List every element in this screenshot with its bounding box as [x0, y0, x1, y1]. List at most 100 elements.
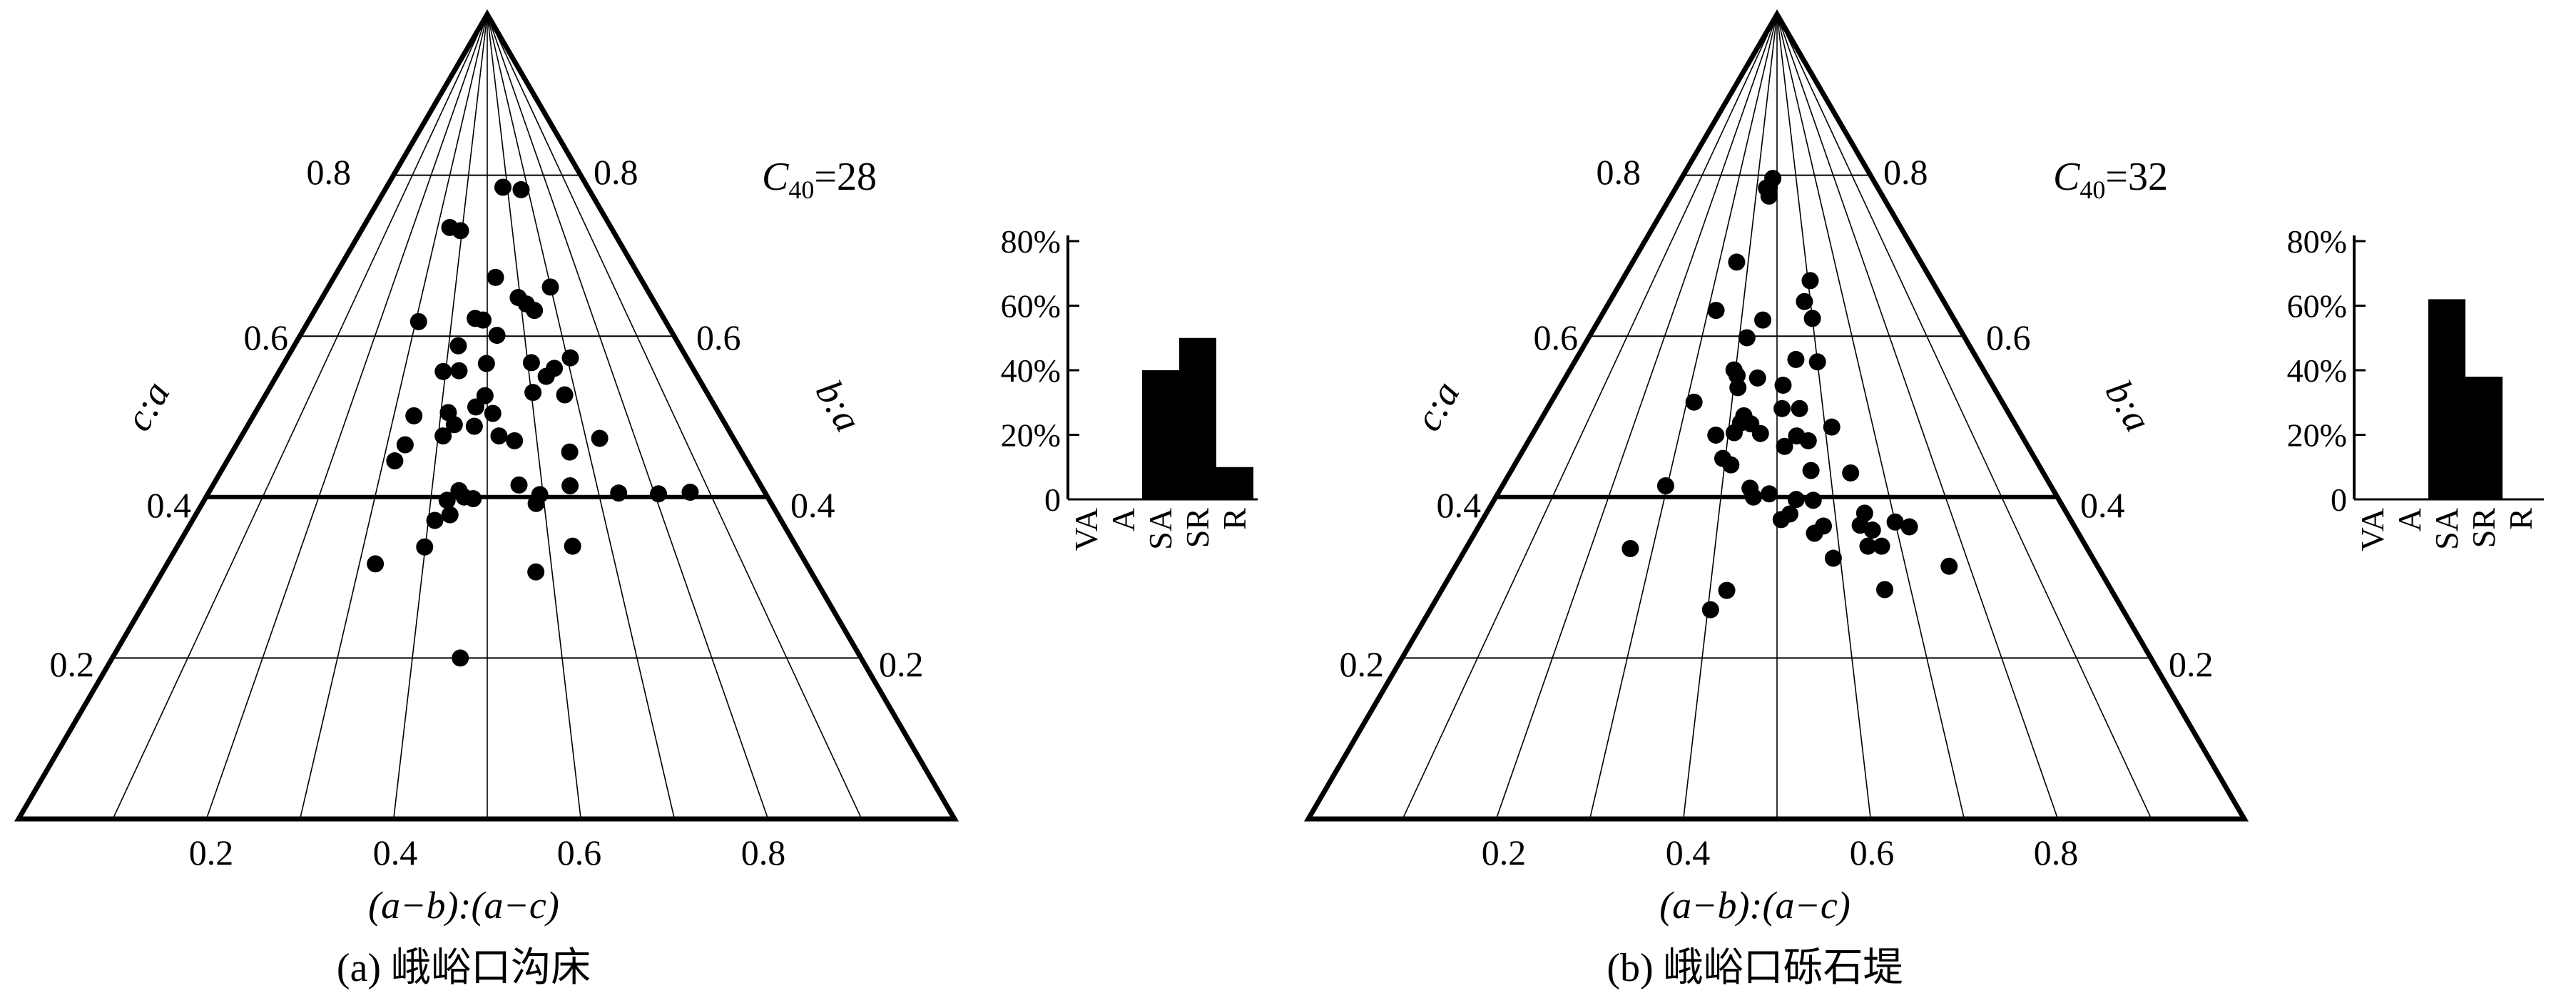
- bottom-tick-0.4: 0.4: [373, 833, 418, 872]
- bar-y-tick-label-60: 60%: [2287, 288, 2347, 325]
- level-label-left-0.6: 0.6: [244, 317, 289, 357]
- radial-line-0.3: [299, 14, 488, 820]
- bar-x-label-SR: SR: [2465, 508, 2502, 549]
- data-point-9: [386, 452, 404, 470]
- bar-y-tick-label-0: 0: [2331, 482, 2347, 518]
- radial-line-0.1: [112, 14, 488, 820]
- bottom-tick-0.4: 0.4: [1666, 833, 1711, 872]
- radial-line-0.7: [1776, 14, 1965, 820]
- data-point-0: [1701, 601, 1719, 618]
- data-point-12: [434, 427, 452, 445]
- right-axis-label: b:a: [2097, 373, 2160, 439]
- data-point-28: [506, 432, 524, 449]
- ternary-points-b: [1622, 170, 1958, 618]
- right-axis-label: b:a: [808, 373, 870, 439]
- data-point-34: [561, 477, 579, 495]
- data-point-24: [441, 218, 459, 236]
- bar-y-tick-label-60: 60%: [1001, 288, 1061, 325]
- bar-x-label-R: R: [1216, 508, 1253, 530]
- data-point-45: [1787, 491, 1805, 509]
- data-point-56: [1886, 513, 1904, 531]
- bar-x-label-VA: VA: [2354, 508, 2391, 551]
- level-label-left-0.8: 0.8: [307, 152, 352, 192]
- annotation-prefix: C: [2053, 155, 2080, 199]
- data-point-52: [487, 268, 504, 286]
- ternary-outline: [1303, 9, 2249, 822]
- bar-y-tick-label-0: 0: [1044, 482, 1061, 518]
- data-point-28: [1773, 399, 1791, 417]
- bar-x-label-A: A: [1105, 508, 1141, 531]
- data-point-6: [438, 492, 456, 509]
- data-point-51: [541, 278, 559, 296]
- data-point-38: [524, 384, 542, 402]
- radial-line-0.1: [1402, 14, 1778, 820]
- data-point-18: [434, 362, 452, 380]
- level-label-right-0.8: 0.8: [1883, 152, 1928, 192]
- bar-x-label-SA: SA: [1142, 508, 1178, 550]
- data-point-2: [416, 538, 434, 556]
- bar-SA: [2428, 299, 2465, 499]
- data-point-47: [1761, 485, 1778, 503]
- data-point-53: [1876, 581, 1894, 599]
- level-label-left-0.2: 0.2: [1340, 644, 1385, 684]
- bar-x-label-VA: VA: [1068, 508, 1104, 551]
- data-point-43: [591, 429, 609, 447]
- data-point-36: [556, 386, 574, 404]
- data-point-40: [1842, 464, 1860, 482]
- level-label-right-0.8: 0.8: [594, 152, 638, 192]
- histogram-b: 0 20% 40% 60% 80% VA A SA SR R: [2287, 223, 2544, 551]
- data-point-15: [465, 417, 483, 435]
- level-label-left-0.6: 0.6: [1534, 317, 1579, 357]
- annotation-c40: C40=28: [762, 155, 877, 204]
- left-axis-label: c:a: [116, 374, 178, 438]
- data-point-54: [484, 404, 502, 422]
- bar-x-label-R: R: [2503, 508, 2539, 530]
- bar-y-tick-label-40: 40%: [1001, 352, 1061, 389]
- radial-line-0.8: [1776, 14, 2059, 820]
- data-point-4: [1685, 393, 1703, 411]
- data-point-8: [1707, 426, 1725, 444]
- data-point-54: [1824, 549, 1842, 567]
- annotation-prefix: C: [762, 155, 789, 199]
- bar-SA: [1142, 370, 1179, 499]
- ternary-grid-a: [112, 14, 862, 820]
- data-point-29: [510, 476, 528, 494]
- data-point-18: [1748, 369, 1766, 387]
- level-label-left-0.4: 0.4: [1437, 485, 1482, 525]
- data-point-24: [1760, 187, 1778, 205]
- data-point-19: [1754, 311, 1772, 329]
- data-point-20: [449, 337, 467, 355]
- radial-line-0.9: [1776, 14, 2152, 820]
- data-point-5: [1707, 302, 1725, 320]
- data-point-49: [494, 178, 512, 196]
- data-point-29: [1776, 437, 1793, 455]
- radial-line-0.4: [393, 14, 488, 820]
- bottom-tick-0.2: 0.2: [189, 833, 234, 872]
- left-axis-label: c:a: [1406, 374, 1467, 438]
- ternary-grid-b: [1402, 14, 2152, 820]
- data-point-41: [546, 360, 564, 377]
- data-point-51: [1855, 504, 1873, 522]
- data-point-38: [1801, 272, 1819, 290]
- data-point-23: [1764, 170, 1782, 188]
- data-point-0: [452, 649, 469, 667]
- ternary-outline: [14, 9, 959, 822]
- level-label-right-0.2: 0.2: [879, 644, 924, 684]
- annotation-c40: C40=32: [2053, 155, 2168, 204]
- data-point-33: [1791, 399, 1808, 417]
- data-point-50: [512, 180, 530, 198]
- caption-a: (a) 峨峪口沟床: [337, 946, 591, 990]
- bar-y-tick-label-80: 80%: [1001, 223, 1061, 260]
- data-point-14: [1722, 456, 1740, 474]
- data-point-46: [1772, 511, 1790, 529]
- level-label-right-0.4: 0.4: [790, 485, 835, 525]
- bottom-tick-0.8: 0.8: [741, 833, 786, 872]
- annotation-value: =28: [814, 155, 877, 199]
- data-point-37: [1808, 353, 1826, 371]
- ternary-frame-a: [14, 9, 959, 822]
- data-point-17: [476, 387, 494, 404]
- bar-y-tick-label-20: 20%: [1001, 417, 1061, 454]
- bar-R: [1216, 467, 1253, 499]
- data-point-45: [650, 485, 668, 503]
